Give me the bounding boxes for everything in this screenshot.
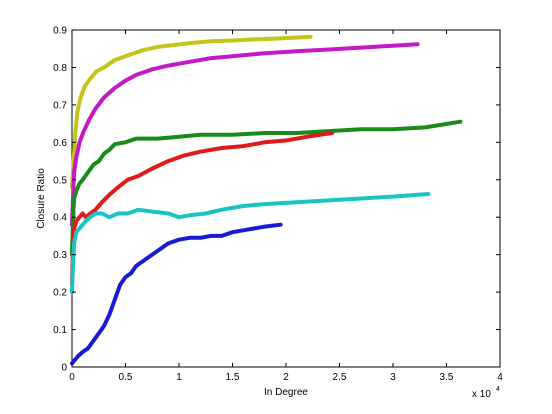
y-tick-label: 0.1 <box>53 325 67 336</box>
y-tick-label: 0.5 <box>53 175 67 186</box>
y-tick-label: 0.7 <box>53 100 67 111</box>
x-tick-label: 0 <box>69 372 75 383</box>
series-line-1 <box>70 34 313 190</box>
plot-area <box>71 29 501 368</box>
x-axis-scale-factor: x 10 <box>472 389 491 400</box>
x-tick-label: 1.5 <box>226 372 240 383</box>
x-tick-label: 2 <box>283 372 289 383</box>
y-axis-label: Closure Ratio <box>36 168 47 229</box>
x-tick-label: 3.5 <box>440 372 454 383</box>
y-tick-label: 0.3 <box>53 250 67 261</box>
y-tick-label: 0.4 <box>53 213 67 224</box>
x-tick-label: 4 <box>497 372 503 383</box>
y-tick-label: 0.2 <box>53 288 67 299</box>
plot-frame <box>71 29 501 368</box>
y-tick-label: 0 <box>61 363 67 374</box>
y-tick-label: 0.6 <box>53 138 67 149</box>
y-tick-label: 0.8 <box>53 63 67 74</box>
x-tick-label: 2.5 <box>333 372 347 383</box>
x-axis-label: In Degree <box>264 387 308 398</box>
series-line-6 <box>70 222 283 366</box>
series-group <box>70 34 463 366</box>
series-line-3 <box>70 119 463 257</box>
y-axis-ticks: 0 0.1 0.2 0.3 0.4 0.5 0.6 0.7 0.8 0.9 <box>53 26 500 374</box>
x-axis-ticks: 0 0.5 1 1.5 2 2.5 3 3.5 4 <box>69 30 503 383</box>
x-tick-label: 1 <box>176 372 182 383</box>
series-line-5 <box>70 192 431 295</box>
series-line-2 <box>70 42 420 227</box>
y-tick-label: 0.9 <box>53 26 67 37</box>
x-axis-scale-exponent: 4 <box>496 386 500 393</box>
x-tick-label: 0.5 <box>119 372 133 383</box>
x-tick-label: 3 <box>390 372 396 383</box>
series-line-4 <box>70 131 334 287</box>
